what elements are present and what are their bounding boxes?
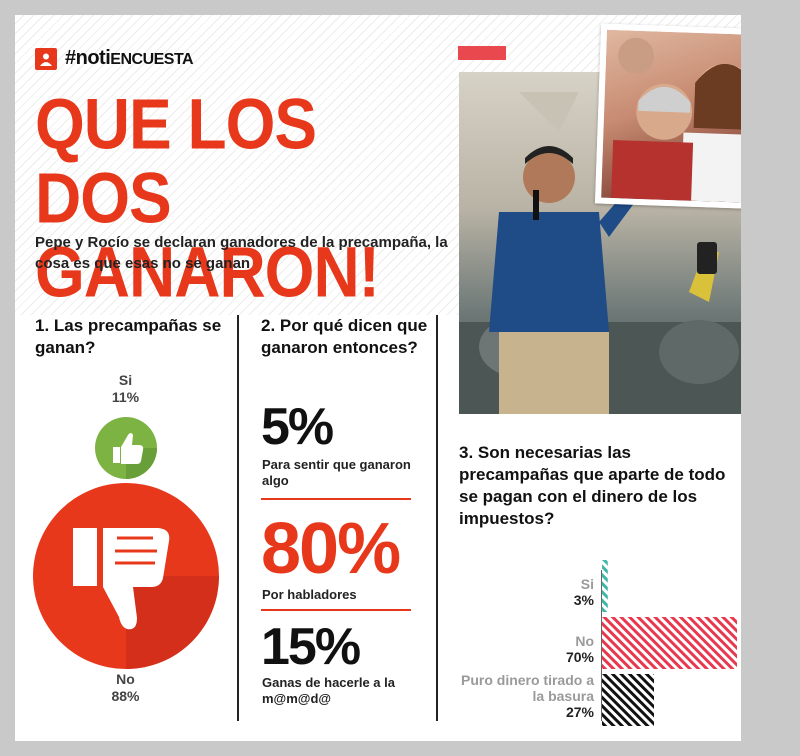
user-icon: [35, 47, 57, 70]
q3-bar-2-category: No: [575, 633, 594, 649]
q3-bar-2: [602, 617, 737, 669]
headline-line-1: QUE LOS DOS: [35, 83, 317, 239]
q3-bar-chart: Si 3% No 70% Puro dinero tirado a la basura 2…: [455, 555, 741, 735]
main-photo-speaker: [459, 72, 741, 414]
q2-item-1-value: 5%: [261, 398, 334, 456]
q2-separator-2: [261, 609, 411, 611]
inset-photo-embrace: [594, 23, 741, 211]
q3-bar-3: [602, 674, 655, 726]
q3-bar-1-value: 3%: [573, 592, 594, 608]
q3-bar-3-value: 27%: [565, 704, 594, 720]
q2-question: 2. Por qué dicen que ganaron entonces?: [261, 316, 428, 357]
hashtag-text: #notiENCUESTA: [65, 47, 194, 69]
column-divider-2: [436, 315, 438, 721]
thumbs-up-icon: [95, 417, 157, 479]
q3-bar-2-value: 70%: [565, 649, 594, 665]
column-divider-3: [601, 570, 602, 721]
q1-no-value: 88%: [111, 688, 140, 704]
q3-bar-2-label: No 70%: [454, 633, 594, 665]
q1-yes-label: Si: [118, 372, 133, 388]
q1-yes-value: 11%: [111, 389, 140, 405]
q2-item-2-label: Por habladores: [262, 587, 357, 602]
red-accent-bar: [458, 46, 506, 60]
column-divider-1: [237, 315, 239, 721]
thumbs-down-icon: [33, 483, 219, 669]
infographic-card: #notiENCUESTA QUE LOS DOS GANARON! Pepe …: [15, 15, 741, 741]
q1-question: 1. Las precampañas se ganan?: [35, 316, 222, 357]
q3-bar-1-label: Si 3%: [454, 576, 594, 608]
q3-bar-3-category: Puro dinero tirado a la basura: [460, 672, 594, 704]
hashtag-tag: #notiENCUESTA: [35, 47, 194, 70]
q3-bar-3-label: Puro dinero tirado a la basura 27%: [454, 672, 594, 720]
headline: QUE LOS DOS GANARON!: [35, 87, 455, 309]
q1-no-label: No: [116, 671, 135, 687]
subheadline: Pepe y Rocío se declaran ganadores de la…: [35, 234, 448, 272]
q2-item-2-value: 80%: [261, 509, 401, 589]
q3-question: 3. Son necesarias las precampañas que ap…: [459, 443, 726, 528]
q3-bar-1: [602, 560, 608, 612]
q2-item-3-value: 15%: [261, 618, 361, 676]
q2-item-1-label: Para sentir que ganaron algo: [262, 457, 411, 488]
headline-line-2: GANARON!: [35, 231, 380, 313]
q3-bar-1-category: Si: [580, 576, 594, 592]
q2-item-3-label: Ganas de hacerle a la m@m@d@: [262, 675, 395, 706]
q2-separator-1: [261, 498, 411, 500]
